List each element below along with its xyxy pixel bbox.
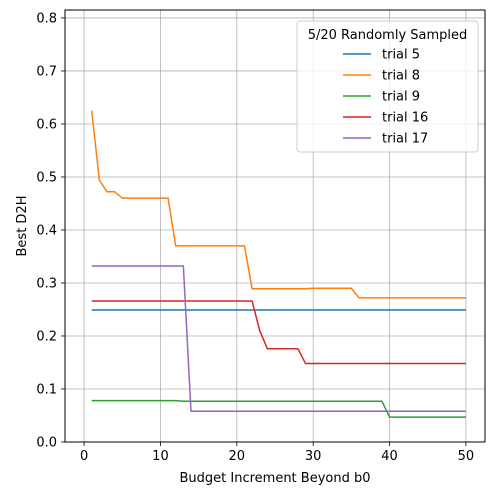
series-line-trial-9 bbox=[91, 399, 466, 418]
y-tick-label: 0.1 bbox=[36, 382, 57, 397]
legend-box bbox=[296, 20, 479, 153]
legend-label: trial 17 bbox=[382, 132, 428, 147]
legend-label: trial 9 bbox=[382, 90, 420, 105]
x-tick-label: 20 bbox=[229, 449, 246, 464]
legend-items: trial 5 trial 8 trial 9 trial 16 trial 17 bbox=[343, 48, 428, 147]
x-tick-label: 50 bbox=[458, 449, 475, 464]
legend-title: 5/20 Randomly Sampled bbox=[308, 28, 468, 43]
x-tick-label: 40 bbox=[381, 449, 398, 464]
series-line-trial-8 bbox=[90, 110, 466, 299]
x-tick-label: 0 bbox=[80, 449, 88, 464]
y-tick-label: 0.7 bbox=[36, 64, 57, 79]
legend-label: trial 16 bbox=[382, 111, 428, 126]
legend-label: trial 5 bbox=[382, 48, 420, 63]
legend-label: trial 8 bbox=[382, 69, 420, 84]
y-tick-label: 0.3 bbox=[36, 276, 57, 291]
x-axis-label: Budget Increment Beyond b0 bbox=[179, 471, 370, 486]
series-line-trial-17 bbox=[91, 265, 466, 413]
series-lines bbox=[90, 110, 466, 418]
plot-frame bbox=[64, 9, 486, 443]
y-tick-label: 0.8 bbox=[36, 11, 57, 26]
y-tick-label: 0.0 bbox=[36, 436, 57, 451]
y-tick-label: 0.5 bbox=[36, 170, 57, 185]
axis-ticks: 0 10 20 30 40 50 0.0 0.1 0.2 0.3 0.4 0.5 0.6 0.7 0.8 bbox=[36, 11, 474, 464]
series-line-trial-16 bbox=[91, 300, 466, 365]
x-tick-label: 10 bbox=[152, 449, 169, 464]
x-tick-label: 30 bbox=[305, 449, 322, 464]
y-tick-label: 0.4 bbox=[36, 223, 57, 238]
y-axis-label: Best D2H bbox=[15, 196, 30, 257]
y-tick-label: 0.2 bbox=[36, 329, 57, 344]
y-tick-label: 0.6 bbox=[36, 117, 57, 132]
